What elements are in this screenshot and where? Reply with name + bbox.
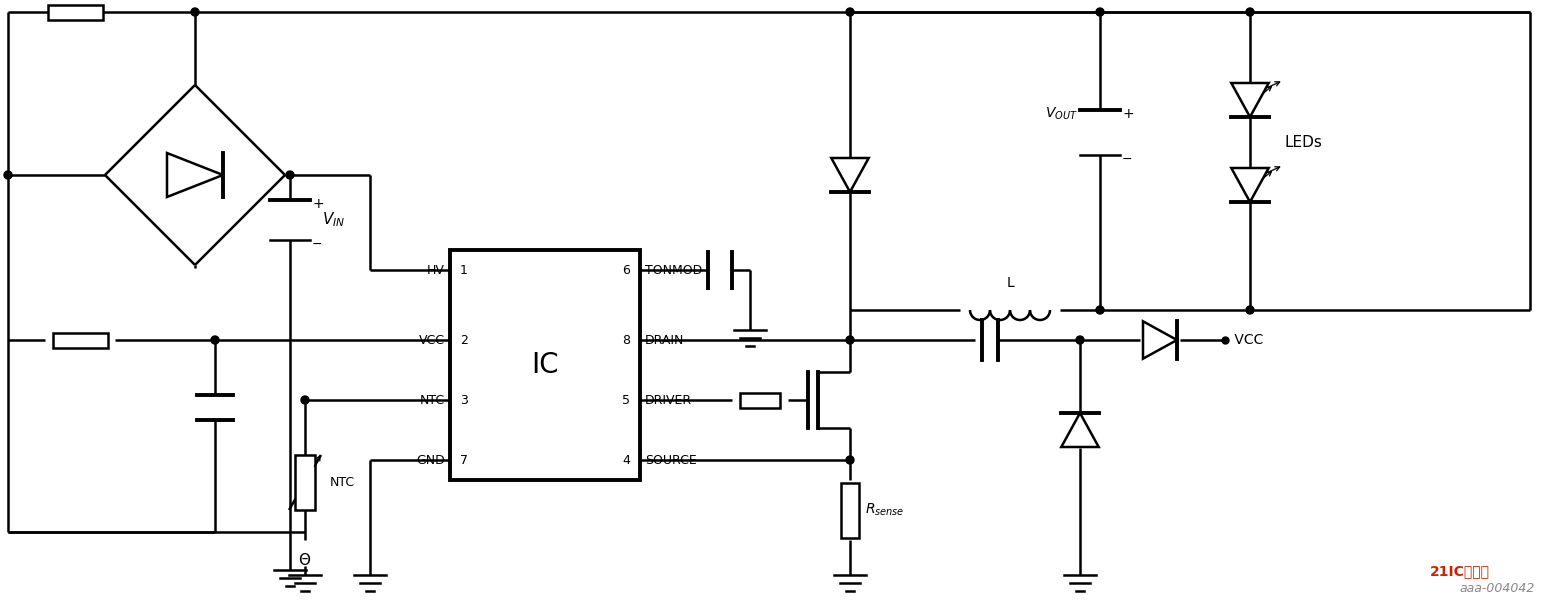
Bar: [740, 392, 780, 408]
Text: −: −: [1122, 152, 1132, 165]
Circle shape: [1095, 306, 1105, 314]
Text: 4: 4: [623, 453, 630, 466]
Circle shape: [847, 336, 854, 344]
Text: VCC: VCC: [419, 334, 445, 346]
Circle shape: [301, 396, 309, 404]
Text: NTC: NTC: [420, 394, 445, 406]
Text: 2: 2: [460, 334, 468, 346]
Circle shape: [1245, 8, 1255, 16]
Text: 5: 5: [623, 394, 630, 406]
Text: aaa-004042: aaa-004042: [1460, 582, 1536, 595]
Polygon shape: [1143, 321, 1177, 359]
Polygon shape: [1231, 83, 1268, 117]
Circle shape: [1075, 336, 1085, 344]
Text: DRIVER: DRIVER: [644, 394, 692, 406]
Bar: [295, 455, 315, 510]
Text: HV: HV: [426, 264, 445, 277]
Bar: [450, 250, 640, 480]
Polygon shape: [1231, 168, 1268, 202]
Text: $R_{sense}$: $R_{sense}$: [865, 502, 904, 518]
Bar: [840, 482, 859, 537]
Text: NTC: NTC: [331, 476, 355, 489]
Circle shape: [192, 8, 199, 16]
Circle shape: [212, 336, 219, 344]
Polygon shape: [167, 153, 222, 197]
Text: 21IC电子网: 21IC电子网: [1431, 564, 1489, 578]
Text: 6: 6: [623, 264, 630, 277]
Text: VCC: VCC: [1230, 333, 1264, 347]
Circle shape: [847, 456, 854, 464]
Circle shape: [1245, 306, 1255, 314]
Bar: [53, 332, 108, 348]
Polygon shape: [831, 158, 868, 192]
Text: GND: GND: [416, 453, 445, 466]
Circle shape: [847, 8, 854, 16]
Text: 3: 3: [460, 394, 468, 406]
Circle shape: [1095, 8, 1105, 16]
Text: LEDs: LEDs: [1285, 135, 1323, 150]
Text: 8: 8: [623, 334, 630, 346]
Text: SOURCE: SOURCE: [644, 453, 697, 466]
Text: −: −: [312, 237, 323, 250]
Text: $\Theta$: $\Theta$: [298, 552, 312, 568]
Text: $V_{OUT}$: $V_{OUT}$: [1044, 106, 1078, 122]
Text: 7: 7: [460, 453, 468, 466]
Text: DRAIN: DRAIN: [644, 334, 684, 346]
Text: +: +: [312, 197, 323, 211]
Text: TONMOD: TONMOD: [644, 264, 703, 277]
Text: 1: 1: [460, 264, 468, 277]
Circle shape: [5, 171, 12, 179]
Text: L: L: [1006, 276, 1014, 290]
Polygon shape: [1061, 413, 1098, 447]
Text: IC: IC: [531, 351, 559, 379]
Circle shape: [286, 171, 294, 179]
Text: +: +: [1122, 107, 1134, 121]
Text: $V_{IN}$: $V_{IN}$: [321, 211, 345, 230]
Bar: [48, 4, 102, 20]
